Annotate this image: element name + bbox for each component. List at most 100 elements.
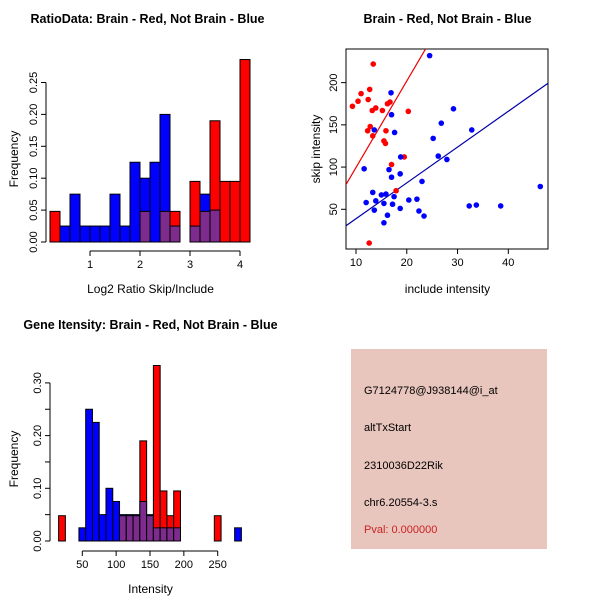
ratio-hist-x-tick-label: 3 [187, 259, 193, 271]
scatter-point-blue [389, 201, 396, 208]
scatter-point-blue [421, 213, 427, 219]
scatter-point-blue [473, 202, 480, 208]
scatter-point-blue [373, 198, 379, 204]
scatter-point-red [358, 90, 364, 97]
scatter-point-blue [378, 192, 385, 198]
scatter-point-blue [388, 89, 394, 96]
ratio-hist-bar-overlap [159, 210, 171, 243]
scatter-point-blue [371, 207, 378, 213]
scatter-point-red [382, 140, 389, 147]
scatter-point-blue [383, 191, 389, 197]
scatter-x-tick-label: 30 [451, 257, 463, 269]
gene-hist-y-tick-label: 0.20 [32, 425, 44, 446]
gene-hist-bar-overlap [132, 515, 141, 542]
scatter-point-red [355, 98, 361, 105]
gene-hist-x-tick-label: 100 [107, 559, 125, 571]
gene-hist-bar-overlap [146, 515, 154, 542]
ratio-hist-bar [49, 210, 61, 243]
ratio-histogram-xlabel: Log2 Ratio Skip/Include [87, 282, 214, 296]
scatter-x-tick-label: 10 [350, 257, 362, 269]
scatter-point-blue [497, 203, 504, 209]
gene-hist-bar [234, 527, 242, 542]
scatter-brain-fit-line [346, 49, 427, 186]
probe-id-label: G7124778@J938144@i_at [364, 385, 498, 397]
gene-hist-bar-overlap [159, 527, 168, 542]
scatter-x-tick-label: 20 [401, 257, 413, 269]
scatter-point-blue [450, 106, 457, 112]
gene-hist-bar [91, 421, 100, 542]
ratio-hist-x-tick-label: 1 [87, 259, 93, 271]
ratio-hist-bar [89, 225, 101, 243]
gene-hist-bar [58, 515, 66, 542]
scatter-point-blue [386, 166, 392, 173]
scatter-point-blue [388, 111, 395, 118]
scatter-point-red [393, 187, 399, 194]
scatter-point-blue [416, 208, 422, 214]
scatter-point-blue [468, 127, 475, 133]
gene-hist-x-tick-label: 250 [209, 559, 227, 571]
scatter-y-tick-label: 150 [328, 116, 340, 134]
scatter-point-red [369, 107, 376, 114]
scatter-point-red [364, 127, 371, 134]
scatter-point-red [370, 61, 377, 67]
scatter-point-blue [363, 199, 369, 206]
ratio-hist-bar [109, 193, 121, 243]
scatter-point-red [349, 103, 356, 110]
ratio-histogram-title: RatioData: Brain - Red, Not Brain - Blue [30, 12, 265, 26]
gene-hist-x-tick-label: 50 [76, 559, 88, 571]
scatter-point-red [367, 123, 374, 130]
ratio-hist-x-tick-label: 2 [137, 259, 143, 271]
scatter-plot-box [345, 48, 549, 250]
ratio-hist-y-tick-label: 0.10 [28, 167, 40, 188]
gene-histogram-ylabel: Frequency [7, 430, 21, 488]
ratio-hist-bar-overlap [139, 210, 151, 243]
scatter-point-blue [466, 203, 473, 209]
ratio-hist-y-tick-label: 0.00 [28, 231, 40, 252]
scatter-point-blue [430, 135, 436, 142]
scatter-point-red [379, 107, 386, 114]
gene-hist-bar-overlap [166, 527, 175, 542]
scatter-point-red [369, 133, 376, 139]
gene-hist-x-tick-label: 150 [141, 559, 159, 571]
ratio-hist-bar [129, 161, 141, 243]
gene-hist-bar [105, 487, 114, 542]
scatter-y-tick-label: 100 [328, 158, 340, 176]
scatter-point-blue [397, 154, 404, 160]
ratio-hist-bar [79, 225, 91, 243]
ratio-hist-bar [229, 180, 241, 243]
ratio-hist-bar [59, 225, 71, 243]
ratio-hist-y-tick-label: 0.05 [28, 199, 40, 220]
scatter-point-red [405, 108, 412, 115]
gene-hist-bar [78, 527, 87, 542]
scatter-point-blue [391, 193, 397, 200]
gene-hist-bar [213, 515, 222, 542]
ratio-hist-bar [69, 193, 81, 243]
scatter-point-blue [397, 205, 403, 212]
scatter-point-red [365, 96, 371, 103]
gene-hist-bar-overlap [119, 515, 127, 542]
ratio-hist-y-tick-label: 0.25 [28, 72, 40, 93]
ratio-histogram-ylabel: Frequency [7, 130, 21, 188]
ratio-hist-bar-overlap [169, 225, 181, 243]
ratio-hist-bar [99, 225, 111, 243]
ratio-hist-bar [149, 161, 161, 243]
scatter-point-blue [414, 196, 420, 202]
gene-hist-x-tick-label: 200 [175, 559, 193, 571]
scatter-point-blue [406, 197, 412, 203]
scatter-point-blue [426, 52, 433, 59]
scatter-point-blue [435, 153, 442, 159]
gene-hist-bar-overlap [152, 527, 161, 542]
scatter-point-blue [381, 220, 387, 226]
scatter-point-red [366, 240, 373, 246]
gene-symbol-label: 2310036D22Rik [364, 460, 443, 472]
ratio-hist-x-tick-label: 4 [237, 259, 243, 271]
gene-hist-bar [85, 408, 93, 542]
ratio-hist-y-tick-label: 0.15 [28, 136, 40, 157]
scatter-point-red [383, 127, 389, 134]
gene-hist-y-tick-label: 0.10 [32, 478, 44, 499]
scatter-point-red [388, 161, 395, 168]
gene-hist-y-tick-label: 0.00 [32, 530, 44, 551]
scatter-point-blue [369, 189, 376, 196]
